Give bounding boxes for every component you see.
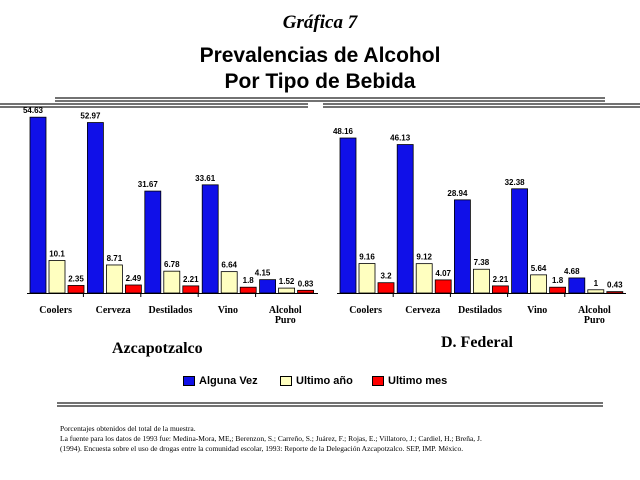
data-label: 4.07 <box>435 269 451 278</box>
bar-ultimo-ano-3 <box>530 274 547 294</box>
chart-panel-1: 48.16 9.16 3.2 Coolers 46.13 9.124.07 Cerveza 2… <box>333 127 626 326</box>
bar-ultimo-mes-1 <box>434 279 452 294</box>
data-label: 9.12 <box>416 253 432 262</box>
bar-alguna-vez-2 <box>453 199 471 294</box>
data-label: 3.2 <box>380 272 392 281</box>
data-label: 6.64 <box>221 261 237 270</box>
category-label: Puro <box>584 315 605 326</box>
legend-swatch-alguna-vez <box>183 376 195 386</box>
bar-ultimo-ano-2 <box>163 270 181 294</box>
category-label: Coolers <box>39 305 72 316</box>
bar-ultimo-ano-4 <box>278 287 296 294</box>
legend-swatch-ultimo-mes <box>372 376 384 386</box>
bar-alguna-vez-0 <box>339 137 357 294</box>
category-label: Puro <box>275 315 296 326</box>
legend: Alguna Vez Ultimo año Ultimo mes <box>183 374 458 388</box>
category-label: Cerveza <box>405 305 440 316</box>
category-label: Vino <box>527 305 547 316</box>
legend-item-alguna-vez: Alguna Vez <box>183 374 258 388</box>
data-label: 48.16 <box>333 127 354 136</box>
data-label: 1.8 <box>243 276 255 285</box>
data-label: 1.8 <box>552 276 564 285</box>
decorative-rules <box>0 97 640 407</box>
legend-item-ultimo-ano: Ultimo año <box>280 374 353 388</box>
bar-ultimo-mes-3 <box>239 286 257 294</box>
data-label: 2.35 <box>68 274 84 283</box>
legend-swatch-ultimo-ano <box>280 376 292 386</box>
bar-ultimo-mes-0 <box>377 282 395 294</box>
bar-ultimo-mes-1 <box>125 284 142 294</box>
bar-ultimo-ano-1 <box>106 264 123 294</box>
bar-ultimo-ano-0 <box>48 260 66 294</box>
data-label: 5.64 <box>531 264 547 273</box>
data-label: 28.94 <box>447 189 468 198</box>
bar-ultimo-mes-0 <box>67 285 85 294</box>
bar-ultimo-mes-4 <box>297 289 315 294</box>
bar-ultimo-ano-3 <box>220 271 238 294</box>
bar-ultimo-mes-2 <box>491 285 509 294</box>
data-label: 1.52 <box>279 277 295 286</box>
bar-ultimo-mes-2 <box>182 285 200 294</box>
data-label: 2.21 <box>493 275 509 284</box>
footnote-line-2: La fuente para los datos de 1993 fue: Me… <box>60 434 482 443</box>
legend-label-ultimo-mes: Ultimo mes <box>388 375 448 387</box>
bar-ultimo-ano-1 <box>415 263 433 294</box>
data-label: 46.13 <box>390 134 411 143</box>
category-label: Cerveza <box>96 305 131 316</box>
bar-alguna-vez-1 <box>396 144 414 294</box>
category-label: Vino <box>218 305 238 316</box>
group-label-d-federal: D. Federal <box>441 334 513 351</box>
bar-alguna-vez-4 <box>568 277 586 294</box>
data-label: 54.63 <box>23 106 44 115</box>
bar-ultimo-ano-2 <box>472 268 490 294</box>
data-label: 4.68 <box>564 267 580 276</box>
data-label: 8.71 <box>107 254 123 263</box>
data-label: 0.43 <box>607 281 623 290</box>
bar-ultimo-ano-0 <box>358 263 376 294</box>
legend-label-ultimo-ano: Ultimo año <box>296 375 353 387</box>
data-label: 32.38 <box>505 178 526 187</box>
legend-label-alguna-vez: Alguna Vez <box>199 375 258 387</box>
category-label: Destilados <box>458 305 502 316</box>
data-label: 4.15 <box>255 269 271 278</box>
chart-panel-0: 54.63 10.1 2.35 Coolers 52.97 8.71 2.49 Cerveza… <box>23 106 318 326</box>
bar-ultimo-mes-4 <box>606 291 624 294</box>
footnote-line-1: Porcentajes obtenidos del total de la mu… <box>60 424 196 433</box>
data-label: 6.78 <box>164 260 180 269</box>
bar-alguna-vez-3 <box>201 184 219 294</box>
legend-item-ultimo-mes: Ultimo mes <box>372 374 447 388</box>
bar-alguna-vez-1 <box>87 122 104 294</box>
data-label: 10.1 <box>49 249 65 258</box>
bar-alguna-vez-0 <box>29 116 47 294</box>
bar-alguna-vez-2 <box>144 190 162 294</box>
data-label: 9.16 <box>359 253 375 262</box>
bar-ultimo-mes-3 <box>549 286 566 294</box>
data-label: 2.49 <box>126 274 142 283</box>
data-label: 1 <box>594 279 599 288</box>
category-label: Alcohol <box>269 305 302 316</box>
data-label: 52.97 <box>80 112 101 121</box>
footnote-line-3: (1994). Encuesta sobre el uso de drogas … <box>60 444 464 453</box>
category-label: Coolers <box>349 305 382 316</box>
data-label: 33.61 <box>195 174 216 183</box>
category-label: Destilados <box>149 305 193 316</box>
category-label: Alcohol <box>578 305 611 316</box>
data-label: 0.83 <box>298 279 314 288</box>
chart-title-line-2: Por Tipo de Bebida <box>224 70 416 93</box>
bar-alguna-vez-4 <box>259 279 277 294</box>
data-label: 7.38 <box>474 258 490 267</box>
figure-caption: Gráfica 7 <box>282 12 358 33</box>
chart-title-line-1: Prevalencias de Alcohol <box>199 44 441 67</box>
data-label: 31.67 <box>138 180 159 189</box>
data-label: 2.21 <box>183 275 199 284</box>
source-footnote: Porcentajes obtenidos del total de la mu… <box>60 424 620 454</box>
bar-alguna-vez-3 <box>511 188 529 294</box>
group-label-azcapotzalco: Azcapotzalco <box>112 340 203 357</box>
bar-ultimo-ano-4 <box>587 289 605 294</box>
